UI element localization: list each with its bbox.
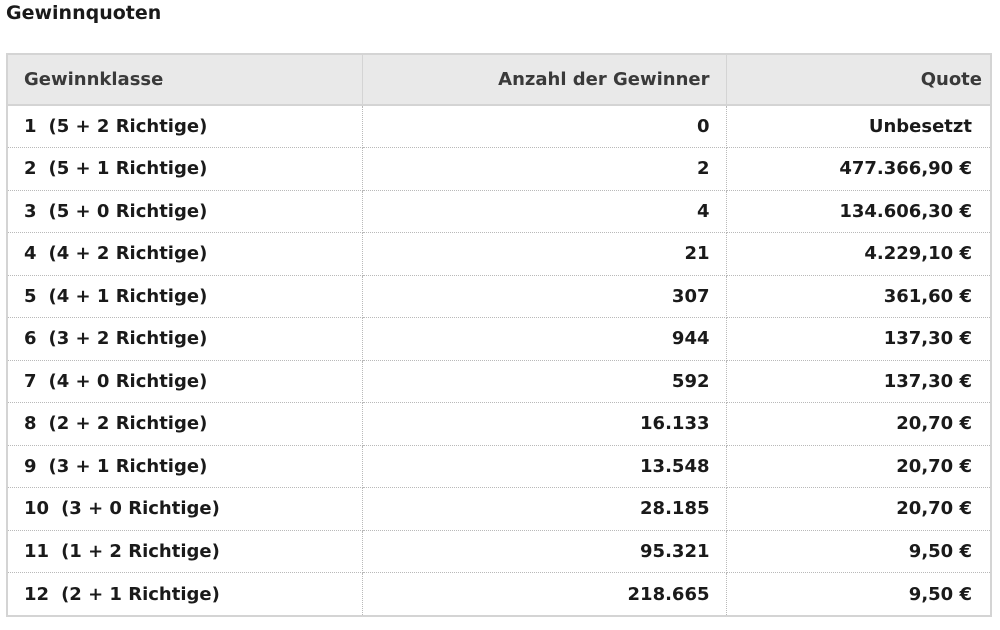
- klasse-number: 11: [24, 540, 50, 562]
- cell-quote: 9,50 €: [726, 530, 990, 573]
- cell-gewinner: 0: [362, 105, 727, 148]
- table-header-row: Gewinnklasse Anzahl der Gewinner Quote: [8, 55, 990, 106]
- cell-gewinner: 2: [362, 147, 727, 191]
- cell-gewinnklasse: 8 (2 + 2 Richtige): [8, 402, 363, 446]
- cell-gewinnklasse: 11 (1 + 2 Richtige): [8, 530, 363, 573]
- cell-gewinner: 944: [362, 317, 727, 361]
- klasse-richtige: (5 + 0 Richtige): [48, 200, 208, 222]
- klasse-richtige: (3 + 2 Richtige): [48, 328, 208, 350]
- klasse-richtige: (4 + 2 Richtige): [48, 243, 208, 265]
- klasse-number: 4: [24, 243, 37, 265]
- table-row: 2 (5 + 1 Richtige) 2 477.366,90 €: [8, 147, 990, 191]
- cell-gewinnklasse: 5 (4 + 1 Richtige): [8, 275, 363, 318]
- table-row: 7 (4 + 0 Richtige) 592 137,30 €: [8, 360, 990, 403]
- klasse-richtige: (2 + 2 Richtige): [48, 413, 208, 435]
- cell-quote: 361,60 €: [726, 275, 990, 318]
- table-row: 6 (3 + 2 Richtige) 944 137,30 €: [8, 317, 990, 361]
- klasse-richtige: (5 + 1 Richtige): [48, 158, 208, 180]
- header-anzahl-gewinner: Anzahl der Gewinner: [362, 55, 727, 106]
- cell-quote: 134.606,30 €: [726, 190, 990, 233]
- cell-gewinner: 21: [362, 232, 727, 276]
- cell-gewinnklasse: 9 (3 + 1 Richtige): [8, 445, 363, 488]
- klasse-richtige: (4 + 0 Richtige): [48, 370, 208, 392]
- cell-gewinner: 28.185: [362, 487, 727, 531]
- table-row: 11 (1 + 2 Richtige) 95.321 9,50 €: [8, 530, 990, 573]
- cell-quote: 477.366,90 €: [726, 147, 990, 191]
- klasse-number: 10: [24, 498, 50, 520]
- cell-quote: Unbesetzt: [726, 105, 990, 148]
- cell-gewinner: 4: [362, 190, 727, 233]
- cell-quote: 20,70 €: [726, 487, 990, 531]
- cell-gewinnklasse: 3 (5 + 0 Richtige): [8, 190, 363, 233]
- table-row: 9 (3 + 1 Richtige) 13.548 20,70 €: [8, 445, 990, 488]
- klasse-richtige: (5 + 2 Richtige): [48, 116, 208, 137]
- table-row: 12 (2 + 1 Richtige) 218.665 9,50 €: [8, 572, 990, 615]
- table-row: 4 (4 + 2 Richtige) 21 4.229,10 €: [8, 232, 990, 276]
- klasse-number: 7: [24, 370, 37, 392]
- klasse-richtige: (4 + 1 Richtige): [48, 285, 208, 307]
- cell-gewinner: 218.665: [362, 572, 727, 615]
- cell-gewinner: 16.133: [362, 402, 727, 446]
- klasse-richtige: (1 + 2 Richtige): [61, 540, 220, 562]
- table-row: 10 (3 + 0 Richtige) 28.185 20,70 €: [8, 487, 990, 531]
- cell-quote: 137,30 €: [726, 360, 990, 403]
- table-row: 5 (4 + 1 Richtige) 307 361,60 €: [8, 275, 990, 318]
- cell-gewinner: 307: [362, 275, 727, 318]
- header-quote: Quote: [726, 55, 990, 106]
- cell-gewinner: 592: [362, 360, 727, 403]
- klasse-number: 6: [24, 328, 37, 350]
- table-row: 1 (5 + 2 Richtige) 0 Unbesetzt: [8, 105, 990, 148]
- klasse-number: 9: [24, 455, 37, 477]
- cell-quote: 20,70 €: [726, 402, 990, 446]
- klasse-number: 12: [24, 583, 50, 605]
- klasse-number: 1: [24, 116, 37, 137]
- cell-quote: 20,70 €: [726, 445, 990, 488]
- table-row: 8 (2 + 2 Richtige) 16.133 20,70 €: [8, 402, 990, 446]
- cell-gewinnklasse: 12 (2 + 1 Richtige): [8, 572, 363, 615]
- klasse-richtige: (3 + 1 Richtige): [48, 455, 208, 477]
- klasse-number: 2: [24, 158, 37, 180]
- cell-quote: 9,50 €: [908, 583, 972, 605]
- cell-gewinnklasse: 2 (5 + 1 Richtige): [8, 147, 363, 191]
- cell-quote: 137,30 €: [726, 317, 990, 361]
- cell-gewinnklasse: 1 (5 + 2 Richtige): [8, 105, 363, 148]
- klasse-number: 3: [24, 200, 37, 222]
- cell-gewinner: 95.321: [362, 530, 727, 573]
- klasse-richtige: (3 + 0 Richtige): [61, 498, 220, 520]
- header-gewinnklasse: Gewinnklasse: [8, 55, 363, 106]
- table-row: 3 (5 + 0 Richtige) 4 134.606,30 €: [8, 190, 990, 233]
- klasse-number: 5: [24, 285, 37, 307]
- cell-quote: 4.229,10 €: [726, 232, 990, 276]
- cell-gewinnklasse: 10 (3 + 0 Richtige): [8, 487, 363, 531]
- klasse-richtige: (2 + 1 Richtige): [61, 583, 220, 605]
- cell-gewinnklasse: 6 (3 + 2 Richtige): [8, 317, 363, 361]
- klasse-number: 8: [24, 413, 37, 435]
- gewinnquoten-table: Gewinnklasse Anzahl der Gewinner Quote 1…: [6, 53, 992, 617]
- cell-gewinnklasse: 4 (4 + 2 Richtige): [8, 232, 363, 276]
- cell-gewinnklasse: 7 (4 + 0 Richtige): [8, 360, 363, 403]
- cell-gewinner: 13.548: [362, 445, 727, 488]
- page-title: Gewinnquoten: [6, 2, 162, 24]
